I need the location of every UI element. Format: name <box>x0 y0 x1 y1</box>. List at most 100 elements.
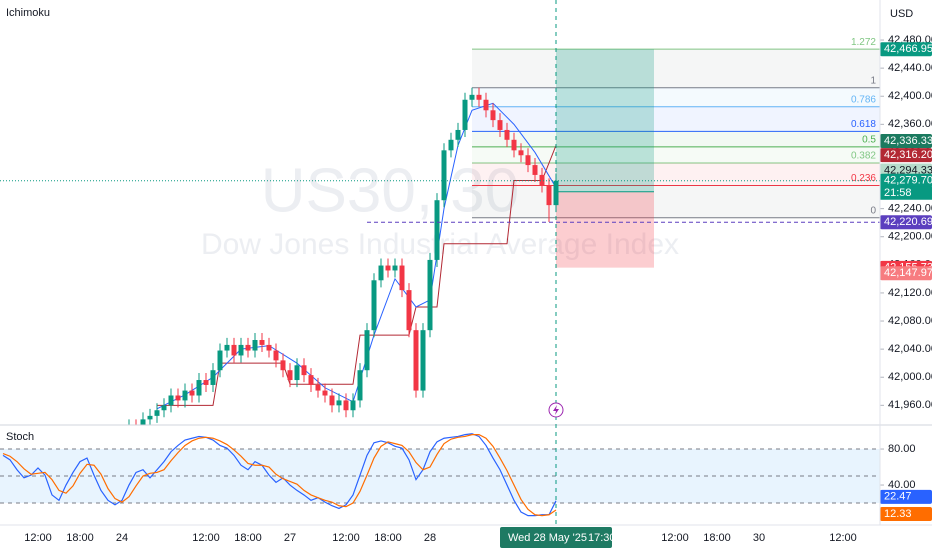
x-tick-label: 12:00 <box>829 532 857 544</box>
x-tick-label: 18:00 <box>703 532 731 544</box>
fib-zone <box>472 185 880 218</box>
x-tick-label: 18:00 <box>374 532 402 544</box>
candle-body <box>392 265 398 271</box>
candle-body <box>189 390 195 396</box>
y-tick-label: 42,120.00 <box>888 287 932 299</box>
candle-body <box>322 390 328 396</box>
candle-body <box>238 344 244 356</box>
price-label-box <box>880 133 932 148</box>
candle-body <box>287 370 293 381</box>
candle-body <box>343 400 349 411</box>
stoch-label: Stoch <box>6 431 34 443</box>
price-label-box <box>880 266 932 281</box>
x-tick-label: 30 <box>753 532 765 544</box>
candle-body <box>427 259 433 331</box>
candle-body <box>504 129 510 140</box>
fib-label: 0.236 <box>851 173 876 184</box>
x-tick-label: 12:00 <box>192 532 220 544</box>
x-tick-label: 18:00 <box>234 532 262 544</box>
price-label: 42,316.20 <box>884 149 932 161</box>
candle-body <box>210 370 216 385</box>
candle-body <box>113 437 118 444</box>
x-tick-label: 12:00 <box>332 532 360 544</box>
candle-body <box>455 129 461 140</box>
crosshair-date: Wed 28 May '25 <box>508 532 587 544</box>
x-tick-label: 12:00 <box>24 532 52 544</box>
stoch-line <box>2 434 557 517</box>
axes: 41,960.00 42,000.00 42,040.00 42,080.00 42,1… <box>24 34 932 544</box>
countdown-box <box>880 186 932 200</box>
candle-body <box>224 344 230 351</box>
candle-body <box>329 395 335 406</box>
candle-body <box>462 99 468 130</box>
crosshair-time: 17:30 <box>588 532 616 544</box>
candle-body <box>127 426 132 433</box>
candle-body <box>259 340 265 345</box>
candle-body <box>497 120 503 130</box>
candle-body <box>266 344 272 351</box>
y-tick-label: 40.00 <box>888 479 916 491</box>
y-tick-label: 42,440.00 <box>888 62 932 74</box>
candle-body <box>294 365 300 381</box>
y-tick-label: 42,000.00 <box>888 371 932 383</box>
stoch-last-label: 22.47 <box>884 491 912 503</box>
price-label: 42,294.33 <box>884 164 932 176</box>
stoch-last-label: 12.33 <box>884 508 912 520</box>
fib-label: 0.5 <box>862 134 876 145</box>
candle-body <box>280 360 286 371</box>
fib-label: 1.272 <box>851 37 876 48</box>
candle-body <box>315 384 321 391</box>
price-label: 42,466.95 <box>884 43 932 55</box>
candle-body <box>350 400 356 411</box>
candle-body <box>175 395 181 401</box>
stoch-pane <box>0 433 880 517</box>
candle-body <box>106 437 111 448</box>
price-label: 42,279.70 <box>884 175 932 187</box>
candle-body <box>413 330 419 391</box>
candle-body <box>511 139 517 151</box>
stoch-last-box <box>880 506 932 521</box>
candle-body <box>448 139 454 151</box>
candle-body <box>532 165 538 175</box>
candle-body <box>546 185 552 206</box>
y-tick-label: 42,240.00 <box>888 203 932 215</box>
y-tick-label: 42,080.00 <box>888 315 932 327</box>
candle-body <box>399 265 405 291</box>
x-tick-label: 24 <box>116 532 128 544</box>
fib-zone <box>472 106 880 132</box>
candle-body <box>273 350 279 361</box>
candle-body <box>120 433 125 444</box>
candle-body <box>203 380 209 385</box>
indicator-label: Ichimoku <box>6 7 50 19</box>
candle-body <box>483 99 489 111</box>
candle-body <box>434 200 440 260</box>
x-tick-label: 27 <box>284 532 296 544</box>
candle-body <box>476 94 482 100</box>
fib-label: 0.786 <box>851 94 876 105</box>
candle-body <box>357 370 363 401</box>
candle-body <box>301 365 307 376</box>
x-tick-label: 28 <box>424 532 436 544</box>
candle-body <box>245 344 251 351</box>
y-tick-label: 42,040.00 <box>888 343 932 355</box>
currency: USD <box>890 8 913 20</box>
candle-body <box>217 350 223 371</box>
countdown: 21:58 <box>884 187 912 199</box>
candle-body <box>64 440 69 447</box>
candle-body <box>161 405 167 411</box>
candle-body <box>385 265 391 271</box>
stoch-line <box>2 433 557 517</box>
fib-zone <box>472 131 880 147</box>
fib-label: 0.618 <box>851 119 876 130</box>
candle-body <box>364 330 370 371</box>
candle-body <box>469 94 475 100</box>
candle-body <box>231 344 237 356</box>
fib-label: 0.382 <box>851 151 876 162</box>
candle-body <box>1 444 6 448</box>
candle-body <box>378 265 384 281</box>
candle-body <box>539 174 545 186</box>
y-tick-label: 42,200.00 <box>888 231 932 243</box>
position-stop <box>556 191 654 268</box>
